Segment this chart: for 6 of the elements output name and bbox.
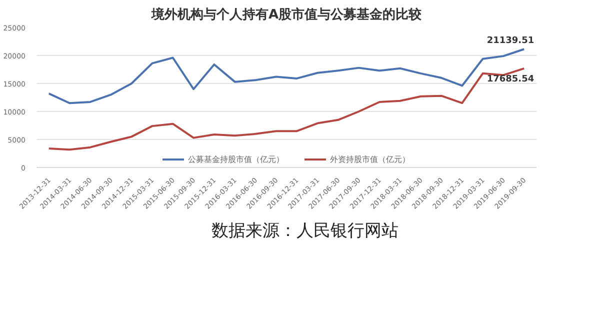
chart-title: 境外机构与个人持有A股市值与公募基金的比较	[150, 6, 423, 22]
data-label: 21139.51	[486, 36, 534, 46]
data-label: 17685.54	[486, 74, 534, 84]
legend-label: 外资持股市值（亿元）	[330, 154, 410, 165]
legend-label: 公募基金持股市值（亿元）	[188, 154, 284, 165]
source-note: 数据来源：人民银行网站	[212, 220, 398, 243]
